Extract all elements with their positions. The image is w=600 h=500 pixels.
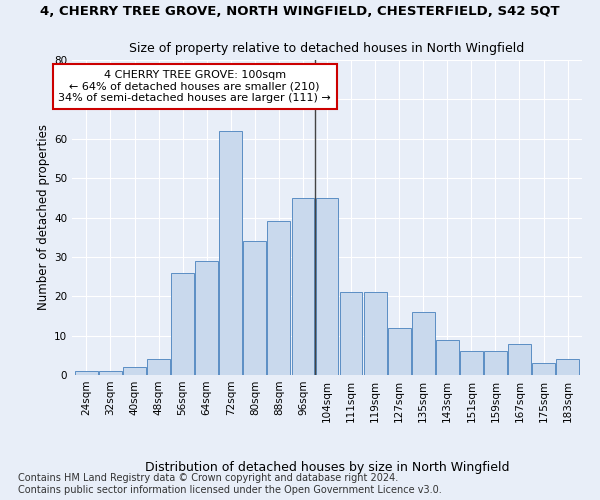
Bar bbox=[460, 352, 483, 375]
Bar bbox=[388, 328, 410, 375]
Bar bbox=[195, 261, 218, 375]
Bar bbox=[171, 272, 194, 375]
Bar bbox=[99, 371, 122, 375]
Bar bbox=[340, 292, 362, 375]
Bar bbox=[556, 359, 579, 375]
Bar bbox=[508, 344, 531, 375]
Text: Contains HM Land Registry data © Crown copyright and database right 2024.
Contai: Contains HM Land Registry data © Crown c… bbox=[18, 474, 442, 495]
Bar bbox=[436, 340, 459, 375]
Bar bbox=[268, 222, 290, 375]
Bar bbox=[484, 352, 507, 375]
X-axis label: Distribution of detached houses by size in North Wingfield: Distribution of detached houses by size … bbox=[145, 461, 509, 474]
Bar bbox=[123, 367, 146, 375]
Bar bbox=[75, 371, 98, 375]
Bar bbox=[532, 363, 555, 375]
Bar bbox=[316, 198, 338, 375]
Bar bbox=[364, 292, 386, 375]
Y-axis label: Number of detached properties: Number of detached properties bbox=[37, 124, 50, 310]
Title: Size of property relative to detached houses in North Wingfield: Size of property relative to detached ho… bbox=[130, 42, 524, 54]
Text: 4 CHERRY TREE GROVE: 100sqm
← 64% of detached houses are smaller (210)
34% of se: 4 CHERRY TREE GROVE: 100sqm ← 64% of det… bbox=[58, 70, 331, 103]
Bar bbox=[412, 312, 434, 375]
Text: 4, CHERRY TREE GROVE, NORTH WINGFIELD, CHESTERFIELD, S42 5QT: 4, CHERRY TREE GROVE, NORTH WINGFIELD, C… bbox=[40, 5, 560, 18]
Bar bbox=[292, 198, 314, 375]
Bar bbox=[244, 241, 266, 375]
Bar bbox=[220, 131, 242, 375]
Bar bbox=[147, 359, 170, 375]
